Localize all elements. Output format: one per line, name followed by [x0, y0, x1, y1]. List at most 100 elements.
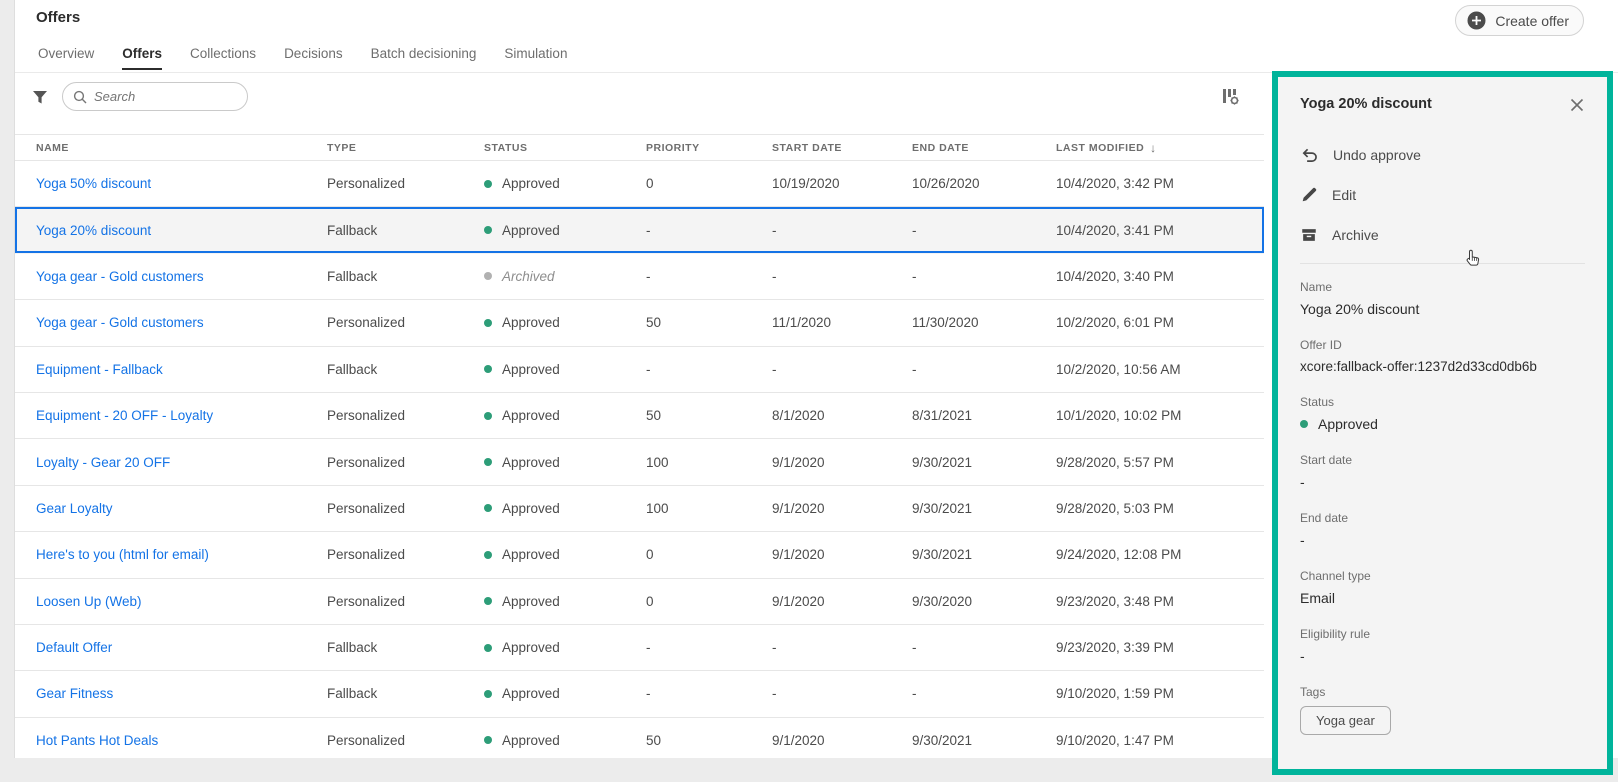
edit-action[interactable]: Edit	[1300, 175, 1585, 215]
status-dot-icon	[484, 504, 492, 513]
column-header-priority[interactable]: PRIORITY	[646, 142, 772, 154]
undo-approve-action[interactable]: Undo approve	[1300, 135, 1585, 175]
offer-name-link[interactable]: Loyalty - Gear 20 OFF	[36, 454, 171, 470]
close-button[interactable]	[1569, 97, 1585, 113]
offer-name-link[interactable]: Gear Fitness	[36, 686, 114, 702]
column-header-type[interactable]: TYPE	[327, 142, 484, 154]
field-status: Status Approved	[1300, 395, 1585, 432]
panel-title: Yoga 20% discount	[1300, 96, 1432, 112]
column-header-label: PRIORITY	[646, 141, 700, 154]
tab-simulation[interactable]: Simulation	[504, 46, 568, 61]
start-date-cell: 9/1/2020	[772, 593, 825, 609]
status-label: Approved	[502, 176, 560, 192]
status-cell: Approved	[484, 547, 646, 562]
table-row[interactable]: Yoga gear - Gold customers Personalized Ap…	[15, 300, 1264, 347]
status-label: Approved	[502, 361, 560, 377]
offer-name-link[interactable]: Here's to you (html for email)	[36, 547, 209, 563]
column-header-label: STATUS	[484, 141, 528, 154]
tab-offers[interactable]: Offers	[122, 46, 163, 70]
end-date-cell: 9/30/2021	[912, 547, 973, 563]
funnel-icon	[30, 91, 50, 111]
last-modified-cell: 10/1/2020, 10:02 PM	[1056, 408, 1182, 424]
offers-table: NAME TYPE STATUS PRIORITY START DATE END DATE…	[15, 134, 1264, 765]
search-icon	[73, 90, 87, 104]
offer-name-link[interactable]: Loosen Up (Web)	[36, 593, 142, 609]
create-offer-label: Create offer	[1495, 12, 1569, 29]
pencil-icon	[1300, 186, 1318, 204]
column-header-label: END DATE	[912, 141, 969, 154]
table-row[interactable]: Default Offer Fallback Approved - - - 9/23/202…	[15, 624, 1264, 672]
status-label: Approved	[502, 315, 560, 331]
offer-name-link[interactable]: Hot Pants Hot Deals	[36, 732, 159, 748]
offer-name-link[interactable]: Default Offer	[36, 640, 113, 656]
table-row[interactable]: Gear Loyalty Personalized Approved 100 9/1/2…	[15, 485, 1264, 533]
action-label: Archive	[1332, 227, 1379, 243]
archive-action[interactable]: Archive	[1300, 215, 1585, 255]
column-header-label: START DATE	[772, 141, 842, 154]
column-header-end-date[interactable]: END DATE	[912, 142, 1056, 154]
column-header-label: TYPE	[327, 141, 357, 154]
table-row[interactable]: Gear Fitness Fallback Approved - - - 9/10/2020…	[15, 671, 1264, 718]
priority-cell: 0	[646, 547, 654, 563]
start-date-cell: 10/19/2020	[772, 176, 840, 192]
status-dot-icon	[484, 365, 492, 374]
archive-icon	[1300, 226, 1318, 244]
table-row[interactable]: Hot Pants Hot Deals Personalized Approved 5…	[15, 717, 1264, 765]
create-offer-button[interactable]: Create offer	[1455, 5, 1584, 36]
tab-batch-decisioning[interactable]: Batch decisioning	[370, 46, 477, 61]
end-date-cell: 11/30/2020	[912, 315, 979, 331]
collapsed-nav-rail[interactable]	[0, 0, 15, 782]
start-date-cell: 9/1/2020	[772, 547, 825, 563]
last-modified-cell: 9/10/2020, 1:59 PM	[1056, 686, 1174, 702]
filter-button[interactable]	[30, 87, 50, 107]
table-row[interactable]: Yoga 20% discount Fallback Approved - - - 10/4…	[15, 207, 1264, 254]
field-offer-id: Offer ID xcore:fallback-offer:1237d2d33c…	[1300, 338, 1585, 374]
field-label: End date	[1300, 511, 1349, 525]
tab-decisions[interactable]: Decisions	[284, 46, 343, 61]
column-header-start-date[interactable]: START DATE	[772, 142, 912, 154]
status-label: Approved	[502, 408, 560, 424]
field-label: Offer ID	[1300, 338, 1342, 352]
status-dot-icon	[484, 458, 492, 467]
status-cell: Approved	[484, 640, 646, 655]
type-cell: Personalized	[327, 315, 406, 331]
action-label: Undo approve	[1333, 147, 1421, 163]
column-header-status[interactable]: STATUS	[484, 142, 646, 154]
offer-name-link[interactable]: Yoga 20% discount	[36, 222, 152, 238]
table-row[interactable]: Yoga 50% discount Personalized Approved 0 10…	[15, 161, 1264, 208]
field-value: Approved	[1318, 416, 1378, 432]
offer-name-link[interactable]: Equipment - Fallback	[36, 361, 163, 377]
last-modified-cell: 10/2/2020, 10:56 AM	[1056, 361, 1181, 377]
tab-collections[interactable]: Collections	[190, 46, 257, 61]
type-cell: Personalized	[327, 547, 406, 563]
end-date-cell: 9/30/2021	[912, 500, 973, 516]
search-input[interactable]	[94, 89, 237, 104]
end-date-cell: -	[912, 361, 917, 377]
priority-cell: 100	[646, 454, 669, 470]
table-row[interactable]: Equipment - Fallback Fallback Approved - - - 1…	[15, 346, 1264, 393]
field-channel-type: Channel type Email	[1300, 569, 1585, 606]
offer-name-link[interactable]: Yoga gear - Gold customers	[36, 315, 204, 331]
search-box[interactable]	[62, 82, 248, 111]
column-settings-button[interactable]	[1220, 86, 1240, 106]
tag-pill[interactable]: Yoga gear	[1300, 706, 1391, 735]
tab-overview[interactable]: Overview	[38, 46, 95, 61]
table-row[interactable]: Here's to you (html for email) Personaliz…	[15, 532, 1264, 579]
offer-name-link[interactable]: Yoga gear - Gold customers	[36, 268, 204, 284]
table-row[interactable]: Loosen Up (Web) Personalized Approved 0 9/1/…	[15, 578, 1264, 625]
table-row[interactable]: Loyalty - Gear 20 OFF Personalized Approve…	[15, 439, 1264, 486]
table-row[interactable]: Yoga gear - Gold customers Fallback Archiv…	[15, 253, 1264, 301]
last-modified-cell: 9/10/2020, 1:47 PM	[1056, 732, 1174, 748]
column-header-name[interactable]: NAME	[36, 142, 327, 154]
field-end-date: End date -	[1300, 511, 1585, 548]
table-row[interactable]: Equipment - 20 OFF - Loyalty Personalized…	[15, 392, 1264, 440]
offer-name-link[interactable]: Equipment - 20 OFF - Loyalty	[36, 408, 214, 424]
table-header-row: NAME TYPE STATUS PRIORITY START DATE END DATE…	[15, 134, 1264, 161]
header-divider	[15, 72, 1618, 73]
offer-name-link[interactable]: Yoga 50% discount	[36, 176, 152, 192]
column-header-last-modified[interactable]: LAST MODIFIED ↓	[1056, 141, 1264, 155]
offer-name-link[interactable]: Gear Loyalty	[36, 500, 113, 516]
column-settings-icon	[1220, 89, 1240, 110]
type-cell: Personalized	[327, 732, 406, 748]
start-date-cell: -	[772, 268, 777, 284]
